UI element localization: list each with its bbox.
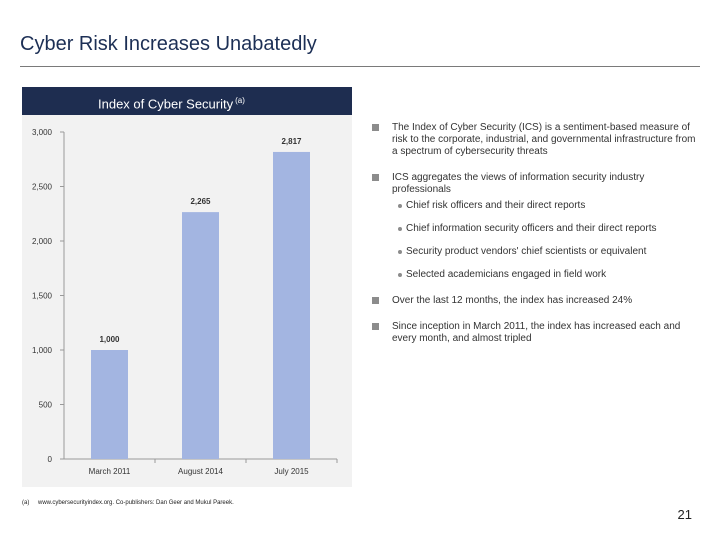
bullet-text: The Index of Cyber Security (ICS) is a s… [392,122,696,157]
bullet-text: Over the last 12 months, the index has i… [392,295,633,306]
x-category-label: August 2014 [178,467,223,476]
sub-bullet-text: Chief information security officers and … [406,223,657,234]
slide-title: Cyber Risk Increases Unabatedly [20,33,317,55]
y-tick-label: 2,500 [32,183,53,192]
y-tick-label: 3,000 [32,128,53,137]
dot-bullet-icon [398,204,402,208]
bar [182,212,219,459]
footnote-text: www.cybersecurityindex.org. Co-publisher… [38,500,234,506]
title-divider [20,66,700,67]
square-bullet-icon [372,323,379,330]
bar [91,350,128,459]
footnote: (a) www.cybersecurityindex.org. Co-publis… [22,500,234,506]
sub-bullet-list: Chief risk officers and their direct rep… [392,200,702,281]
bullet-list: The Index of Cyber Security (ICS) is a s… [372,122,702,359]
dot-bullet-icon [398,250,402,254]
y-tick-label: 1,500 [32,292,53,301]
y-tick-label: 500 [39,401,53,410]
square-bullet-icon [372,174,379,181]
sub-bullet-item: Chief risk officers and their direct rep… [372,200,702,212]
bullet-text: Since inception in March 2011, the index… [392,321,681,344]
bullet-item: Since inception in March 2011, the index… [372,321,702,345]
bar-value-label: 2,265 [190,197,211,206]
y-tick-label: 2,000 [32,237,53,246]
sub-bullet-item: Selected academicians engaged in field w… [372,269,702,281]
dot-bullet-icon [398,227,402,231]
sub-bullet-text: Chief risk officers and their direct rep… [406,200,586,211]
bar-chart: 0 500 1,000 1,500 2,000 2,500 3,000 1,000 March … [32,128,338,476]
sub-bullet-item: Security product vendors' chief scientis… [372,246,702,258]
y-tick-label: 1,000 [32,346,53,355]
sub-bullet-item: Chief information security officers and … [372,223,702,235]
chart-header: Index of Cyber Security (a) [22,87,352,115]
bar-value-label: 2,817 [281,137,302,146]
sub-bullet-text: Security product vendors' chief scientis… [406,246,647,257]
bullet-text: ICS aggregates the views of information … [392,172,645,195]
footnote-marker: (a) [22,500,30,506]
x-category-label: March 2011 [89,467,131,476]
page-number: 21 [677,507,692,522]
bar-value-label: 1,000 [99,335,120,344]
dot-bullet-icon [398,273,402,277]
bullet-item: The Index of Cyber Security (ICS) is a s… [372,122,702,158]
sub-bullet-text: Selected academicians engaged in field w… [406,269,607,280]
bullet-item: ICS aggregates the views of information … [372,172,702,281]
x-category-label: July 2015 [274,467,309,476]
chart-header-footnote-mark: (a) [235,96,245,105]
square-bullet-icon [372,297,379,304]
bar [273,151,310,459]
bullet-item: Over the last 12 months, the index has i… [372,295,702,307]
y-tick-label: 0 [48,455,53,464]
square-bullet-icon [372,124,379,131]
chart-header-title: Index of Cyber Security [98,96,234,112]
